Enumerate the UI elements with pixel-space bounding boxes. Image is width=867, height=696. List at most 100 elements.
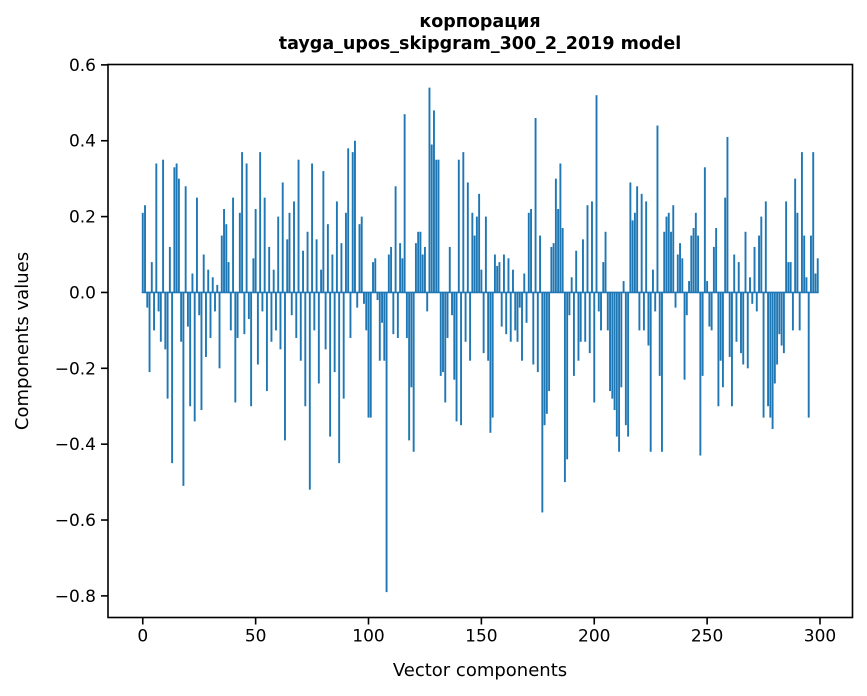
bar-component-124 — [421, 254, 424, 293]
bar-component-219 — [636, 186, 639, 293]
bar-component-299 — [816, 258, 819, 293]
bar-component-158 — [498, 262, 501, 293]
chart-title-line1: корпорация — [419, 12, 540, 32]
bar-component-173 — [532, 292, 535, 365]
bar-component-284 — [782, 292, 785, 354]
bar-component-79 — [320, 269, 323, 293]
bar-component-19 — [184, 186, 187, 293]
x-axis-label: Vector components — [393, 660, 567, 681]
bar-component-162 — [507, 258, 510, 293]
bar-component-37 — [225, 224, 228, 293]
bar-component-178 — [543, 292, 546, 426]
bar-component-151 — [482, 292, 485, 354]
bar-component-102 — [372, 262, 374, 293]
bar-component-86 — [335, 201, 338, 293]
bar-component-280 — [773, 292, 776, 384]
bar-component-278 — [769, 292, 772, 418]
bar-component-41 — [234, 292, 237, 403]
bar-component-213 — [622, 281, 625, 293]
axes-spines — [107, 63, 854, 619]
bar-component-7 — [157, 292, 160, 312]
y-tick-label-−0.8: −0.8 — [55, 587, 96, 607]
bar-component-257 — [721, 292, 724, 388]
bar-component-137 — [451, 292, 453, 316]
bar-component-271 — [753, 246, 756, 293]
bar-component-210 — [615, 292, 618, 437]
bar-component-148 — [475, 216, 478, 293]
bar-component-221 — [640, 193, 643, 293]
bar-component-40 — [232, 197, 235, 293]
bar-component-262 — [733, 254, 736, 293]
bar-component-176 — [539, 235, 542, 293]
bar-component-64 — [286, 239, 289, 293]
bar-component-38 — [227, 262, 230, 293]
bar-component-182 — [552, 243, 555, 293]
bar-component-216 — [629, 182, 632, 293]
bar-component-107 — [383, 292, 386, 361]
y-axis-label: Components values — [12, 252, 33, 430]
bar-component-192 — [575, 250, 578, 293]
bar-component-16 — [177, 178, 180, 293]
bar-component-248 — [701, 292, 704, 376]
bar-component-83 — [329, 292, 332, 437]
bar-component-122 — [417, 231, 420, 293]
bar-component-143 — [464, 292, 467, 342]
bar-component-293 — [803, 235, 806, 293]
bar-component-36 — [223, 209, 225, 293]
bar-component-295 — [807, 292, 810, 418]
bar-component-223 — [645, 201, 648, 293]
bar-component-294 — [805, 277, 808, 293]
bar-component-292 — [800, 152, 803, 293]
bar-component-184 — [557, 209, 560, 293]
bar-component-29 — [207, 269, 210, 293]
bar-component-290 — [796, 212, 799, 293]
bar-component-90 — [344, 212, 347, 293]
bar-component-115 — [401, 258, 404, 293]
bar-component-159 — [500, 292, 503, 327]
bar-component-153 — [487, 292, 490, 361]
bar-component-179 — [545, 292, 548, 414]
bar-component-94 — [354, 140, 356, 293]
bar-component-160 — [503, 254, 505, 293]
bar-component-57 — [270, 292, 273, 342]
bar-component-76 — [313, 292, 316, 331]
bar-component-212 — [620, 292, 623, 388]
bar-component-209 — [613, 292, 616, 411]
bar-component-247 — [699, 292, 702, 456]
bar-component-154 — [489, 292, 492, 433]
bar-component-186 — [561, 227, 564, 293]
bar-component-81 — [324, 292, 327, 350]
bar-component-49 — [252, 258, 255, 293]
bar-component-21 — [189, 292, 192, 407]
bar-component-104 — [376, 292, 379, 301]
bar-component-15 — [175, 163, 178, 293]
bar-component-92 — [349, 292, 352, 338]
bar-component-6 — [155, 163, 158, 293]
bar-component-105 — [378, 292, 381, 361]
bar-component-59 — [275, 292, 277, 331]
bar-component-168 — [521, 292, 523, 361]
bar-component-197 — [586, 205, 589, 293]
bar-component-69 — [297, 159, 300, 293]
bar-component-127 — [428, 87, 431, 293]
bar-component-13 — [171, 292, 174, 464]
bar-component-43 — [238, 212, 241, 293]
bar-component-53 — [261, 292, 264, 312]
bar-component-109 — [387, 254, 390, 293]
bar-component-183 — [554, 178, 557, 293]
bar-component-157 — [496, 265, 499, 293]
bar-component-87 — [338, 292, 341, 464]
bar-component-198 — [588, 292, 591, 354]
bar-component-246 — [697, 235, 700, 293]
bar-component-244 — [692, 227, 695, 293]
bar-component-2 — [146, 292, 149, 308]
bar-component-267 — [744, 231, 747, 293]
bar-component-34 — [218, 292, 221, 369]
bar-component-123 — [419, 231, 422, 293]
bar-component-207 — [609, 292, 611, 392]
bar-component-33 — [216, 284, 219, 293]
bar-component-185 — [559, 163, 562, 293]
bar-component-215 — [627, 292, 630, 437]
